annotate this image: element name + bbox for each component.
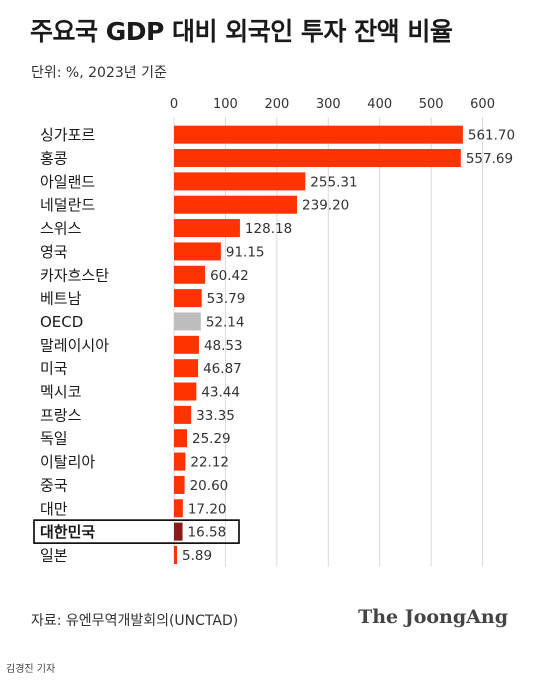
- bar: [174, 475, 185, 494]
- value-label: 239.20: [302, 198, 349, 214]
- value-label: 557.69: [466, 151, 513, 167]
- bar: [174, 405, 192, 424]
- category-label: OECD: [40, 313, 83, 331]
- bar-chart: 0 100 200 300 400 500 600 561.70 557.69 255.31 23…: [33, 97, 515, 567]
- category-label: 중국: [40, 476, 68, 494]
- bar: [174, 452, 186, 471]
- bar: [174, 289, 202, 308]
- value-label: 128.18: [245, 221, 292, 237]
- bar: [174, 125, 463, 144]
- publisher-logo: The JoongAng: [358, 606, 508, 628]
- category-label: 홍콩: [40, 150, 68, 168]
- category-label: 일본: [40, 546, 68, 564]
- bar: [174, 545, 178, 564]
- category-label: 말레이시아: [40, 336, 109, 354]
- highlight-box: [33, 519, 240, 544]
- category-label: 카자흐스탄: [40, 266, 109, 284]
- x-tick-label: 0: [170, 97, 178, 112]
- value-label: 33.35: [196, 408, 235, 424]
- category-label: 스위스: [40, 220, 82, 238]
- category-label: 네덜란드: [40, 196, 95, 214]
- reporter-credit: 김경진 기자: [6, 664, 56, 675]
- value-label: 25.29: [192, 431, 231, 447]
- bars: 561.70 557.69 255.31 239.20 128.18 91.15 60.42…: [174, 125, 515, 564]
- category-label: 이탈리아: [40, 453, 95, 471]
- value-label: 20.60: [190, 478, 229, 494]
- value-label: 17.20: [188, 501, 227, 517]
- x-tick-label: 100: [213, 97, 238, 112]
- category-label: 대만: [40, 500, 68, 518]
- x-tick-label: 500: [419, 97, 444, 112]
- value-label: 52.14: [206, 314, 245, 330]
- value-label: 255.31: [310, 174, 357, 190]
- bar: [174, 359, 199, 378]
- value-label: 91.15: [226, 244, 265, 260]
- bar: [174, 172, 306, 191]
- value-label: 22.12: [190, 455, 229, 471]
- category-label: 독일: [40, 430, 68, 448]
- source-note: 자료: 유엔무역개발회의(UNCTAD): [31, 613, 239, 629]
- bar: [174, 382, 197, 401]
- bar: [174, 195, 298, 214]
- unit-note: 단위: %, 2023년 기준: [31, 65, 167, 81]
- category-label: 프랑스: [40, 406, 82, 424]
- category-label: 아일랜드: [40, 173, 95, 191]
- chart-title: 주요국 GDP 대비 외국인 투자 잔액 비율: [30, 17, 453, 46]
- value-label: 53.79: [207, 291, 246, 307]
- bar: [174, 499, 183, 518]
- value-label: 60.42: [210, 268, 249, 284]
- value-label: 561.70: [468, 128, 515, 144]
- x-tick-label: 600: [470, 97, 495, 112]
- value-label: 16.58: [188, 525, 227, 541]
- category-label: 영국: [40, 243, 68, 261]
- bar: [174, 149, 461, 168]
- bar: [174, 242, 221, 261]
- value-label: 5.89: [182, 548, 212, 564]
- bar: [174, 335, 199, 354]
- category-label: 싱가포르: [40, 126, 95, 144]
- category-label: 미국: [40, 360, 68, 378]
- bar: [174, 265, 206, 284]
- category-label: 베트남: [40, 290, 82, 308]
- bar: [174, 312, 201, 331]
- bar: [174, 429, 188, 448]
- value-label: 43.44: [201, 385, 240, 401]
- x-tick-label: 400: [367, 97, 392, 112]
- x-tick-label: 200: [264, 97, 289, 112]
- category-label: 멕시코: [40, 383, 81, 401]
- x-tick-label: 300: [316, 97, 341, 112]
- bar: [174, 522, 183, 541]
- bar: [174, 219, 240, 238]
- category-label: 대한민국: [40, 523, 95, 541]
- value-label: 46.87: [203, 361, 242, 377]
- value-label: 48.53: [204, 338, 243, 354]
- x-axis-ticks: 0 100 200 300 400 500 600: [170, 97, 495, 112]
